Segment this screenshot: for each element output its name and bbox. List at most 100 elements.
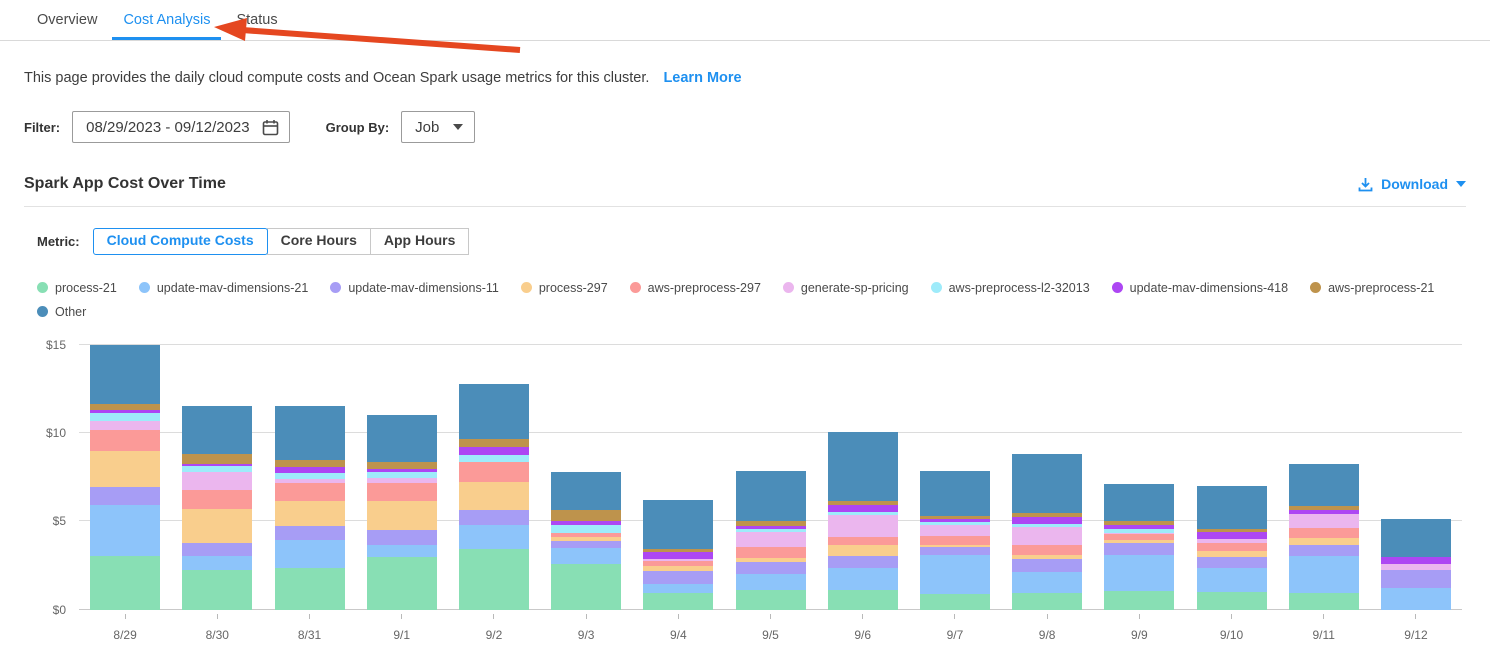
chevron-down-icon [453, 124, 464, 130]
stacked-bar-9/7[interactable] [919, 471, 990, 610]
stacked-bar-9/4[interactable] [643, 499, 714, 610]
bar-segment [182, 472, 253, 491]
bar-segment [919, 555, 990, 595]
bar-segment [274, 567, 345, 610]
x-axis-tick [1138, 613, 1140, 619]
x-axis-slot: 9/10 [1185, 613, 1277, 646]
legend-item[interactable]: process-297 [520, 281, 608, 295]
bar-segment [1196, 539, 1267, 543]
tab-status[interactable]: Status [236, 12, 278, 28]
bar-slot [909, 336, 1001, 610]
bar-segment [919, 515, 990, 520]
stacked-bar-9/6[interactable] [827, 432, 898, 610]
stacked-bar-9/10[interactable] [1196, 486, 1267, 610]
bar-segment [458, 525, 529, 549]
bar-segment [551, 510, 622, 522]
bar-segment [366, 556, 437, 610]
bar-segment [1104, 483, 1175, 522]
metric-button-core-hours[interactable]: Core Hours [266, 228, 371, 255]
x-axis-tick-label: 8/29 [113, 627, 137, 642]
bar-slot [171, 336, 263, 610]
bar-segment [551, 541, 622, 548]
metric-button-app-hours[interactable]: App Hours [369, 228, 470, 255]
legend-item[interactable]: Other [37, 305, 86, 319]
legend-item[interactable]: generate-sp-pricing [782, 280, 909, 295]
bar-segment [919, 594, 990, 610]
bar-segment [458, 548, 529, 610]
bar-segment [1104, 532, 1175, 535]
bar-segment [919, 525, 990, 536]
legend-label: aws-preprocess-l2-32013 [948, 280, 1090, 295]
bar-segment [90, 344, 161, 404]
stacked-bar-9/3[interactable] [551, 472, 622, 610]
x-axis-slot: 8/30 [171, 613, 263, 646]
legend-item[interactable]: process-21 [37, 281, 117, 295]
legend-label: process-21 [55, 280, 117, 295]
group-by-select[interactable]: Job [401, 111, 476, 143]
download-icon [1358, 177, 1373, 191]
legend-item[interactable]: update-mav-dimensions-11 [330, 281, 499, 295]
stacked-bar-8/29[interactable] [90, 344, 161, 610]
bar-slot [632, 336, 724, 610]
stacked-bar-9/1[interactable] [366, 415, 437, 610]
bar-segment [458, 383, 529, 439]
download-button[interactable]: Download [1358, 176, 1466, 192]
stacked-bar-9/9[interactable] [1104, 483, 1175, 610]
bar-segment [827, 432, 898, 502]
legend-item[interactable]: update-mav-dimensions-21 [138, 281, 308, 295]
x-axis-slot: 9/12 [1370, 613, 1462, 646]
stacked-bar-9/11[interactable] [1288, 463, 1359, 610]
stacked-bar-9/8[interactable] [1012, 453, 1083, 610]
bar-segment [735, 529, 806, 532]
bar-segment [551, 564, 622, 610]
x-axis-slot: 9/4 [632, 613, 724, 646]
group-by-value: Job [415, 118, 440, 136]
bar-segment [735, 590, 806, 610]
bar-segment [274, 406, 345, 460]
x-axis-tick-label: 9/3 [577, 627, 595, 642]
legend-label: generate-sp-pricing [800, 280, 909, 295]
legend-item[interactable]: update-mav-dimensions-418 [1111, 280, 1289, 295]
legend-item[interactable]: aws-preprocess-297 [629, 281, 761, 295]
bar-slot [356, 336, 448, 610]
bar-segment [274, 479, 345, 483]
tab-overview[interactable]: Overview [37, 12, 98, 28]
legend-label: update-mav-dimensions-418 [1129, 280, 1289, 295]
legend-dot-icon [930, 282, 942, 293]
stacked-bar-8/31[interactable] [274, 406, 345, 610]
stacked-bar-9/2[interactable] [458, 383, 529, 610]
metric-button-group: Cloud Compute Costs Core Hours App Hours [92, 228, 470, 255]
bar-segment [182, 466, 253, 473]
bar-segment [735, 471, 806, 522]
learn-more-link[interactable]: Learn More [663, 70, 742, 86]
date-range-input[interactable]: 08/29/2023 - 09/12/2023 [72, 111, 290, 143]
bar-segment [1380, 570, 1451, 588]
legend-item[interactable]: aws-preprocess-21 [1310, 281, 1434, 295]
bar-segment [919, 544, 990, 547]
bar-segment [551, 533, 622, 538]
legend-dot-icon [1111, 282, 1123, 293]
bar-slot [1278, 336, 1370, 610]
bar-slot [724, 336, 816, 610]
x-axis-tick-label: 9/2 [485, 627, 503, 642]
legend-item[interactable]: aws-preprocess-l2-32013 [930, 280, 1090, 295]
bar-segment [1380, 556, 1451, 564]
bar-segment [643, 593, 714, 610]
bar-slot [79, 336, 171, 610]
legend-label: aws-preprocess-21 [1328, 280, 1435, 295]
section-divider [24, 206, 1466, 207]
stacked-bar-9/12[interactable] [1380, 518, 1451, 610]
metric-button-cloud-compute-costs[interactable]: Cloud Compute Costs [92, 228, 268, 255]
bar-segment [735, 525, 806, 530]
bar-segment [458, 481, 529, 511]
bar-segment [366, 501, 437, 531]
bar-segment [90, 409, 161, 413]
stacked-bar-8/30[interactable] [182, 406, 253, 610]
bar-segment [1012, 526, 1083, 546]
stacked-bar-9/5[interactable] [735, 471, 806, 610]
bar-segment [182, 490, 253, 509]
legend-label: Other [55, 304, 87, 319]
bar-segment [735, 531, 806, 547]
tab-cost-analysis[interactable]: Cost Analysis [110, 0, 223, 40]
